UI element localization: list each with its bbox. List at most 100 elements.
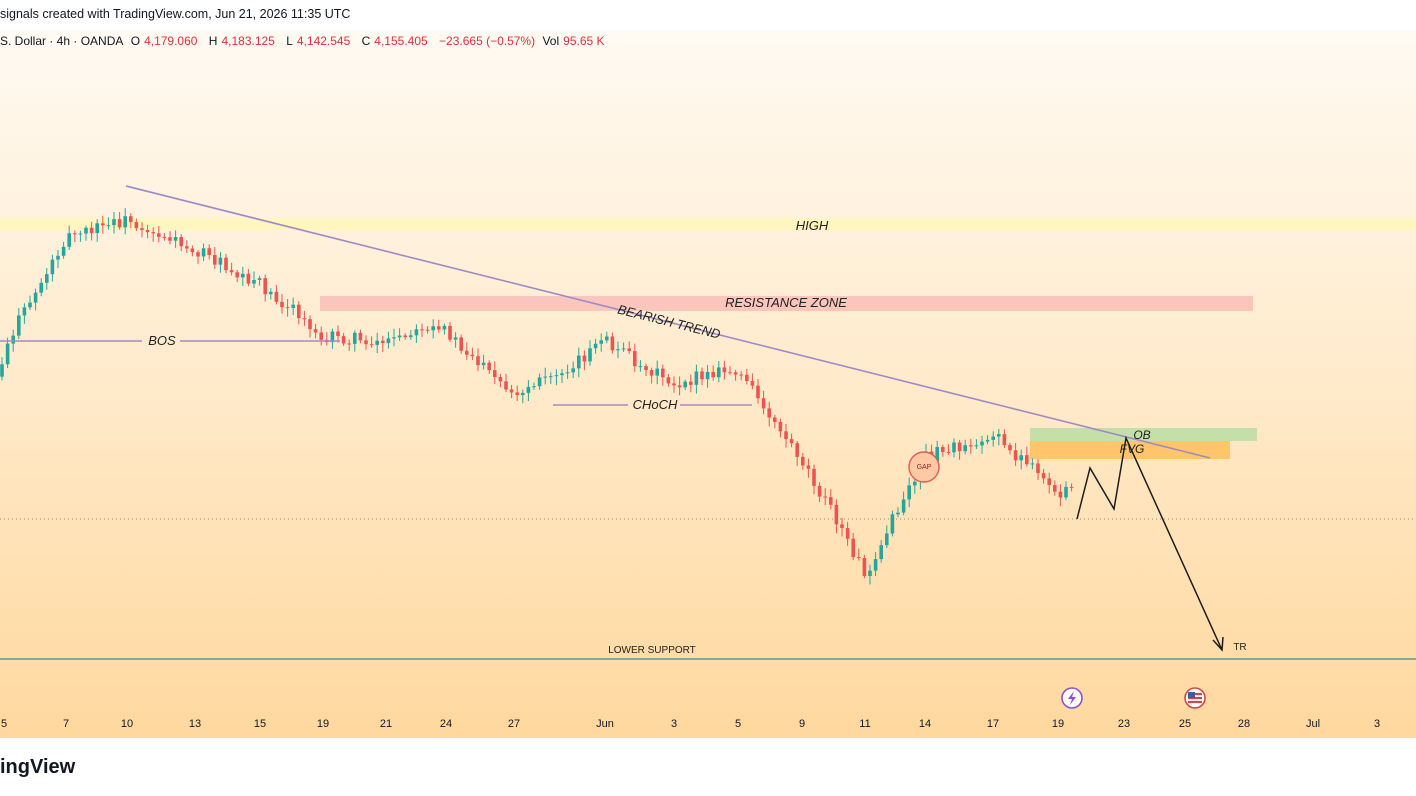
candle-body <box>784 431 788 440</box>
candle-body <box>666 377 671 384</box>
candle-body <box>235 272 239 278</box>
candle-body <box>302 318 307 320</box>
candle-body <box>509 389 514 393</box>
candle-body <box>1019 455 1023 461</box>
close-value: 4,155.405 <box>374 34 428 48</box>
us-flag-icon[interactable] <box>1184 687 1206 709</box>
candle-body <box>409 335 413 338</box>
candle-body <box>941 447 945 452</box>
candle-body <box>297 304 301 319</box>
candle-body <box>375 340 379 345</box>
candle-body <box>711 371 715 378</box>
candle-body <box>868 570 872 577</box>
candle-body <box>806 465 811 469</box>
candle-body <box>425 329 430 331</box>
ob-label: OB <box>1133 428 1150 442</box>
candle-body <box>476 356 480 366</box>
candle-body <box>112 219 116 226</box>
candle-body <box>817 485 822 497</box>
candle-body <box>151 232 155 234</box>
candle-body <box>549 376 553 378</box>
x-tick-label: 13 <box>189 718 201 730</box>
candle-body <box>532 386 536 388</box>
bearish-trendline <box>125 185 1211 459</box>
candle-body <box>207 248 211 255</box>
x-tick-label: 5 <box>1 718 7 730</box>
candle-body <box>5 343 10 365</box>
chart-area[interactable]: S. Dollar · 4h · OANDA O 4,179.060 H 4,183… <box>0 30 1416 738</box>
resistance-label: RESISTANCE ZONE <box>725 295 847 310</box>
x-tick-label: 24 <box>440 718 452 730</box>
candle-body <box>633 350 637 367</box>
candle-body <box>414 329 419 336</box>
candle-body <box>246 273 251 284</box>
candle-body <box>621 348 626 350</box>
candle-body <box>840 524 844 529</box>
candle-body <box>134 222 139 229</box>
x-tick-label: 14 <box>919 718 931 730</box>
candle-body <box>252 279 256 284</box>
lightning-icon[interactable] <box>1061 687 1083 709</box>
footer-bar: ingView <box>0 738 1416 796</box>
candle-body <box>319 332 323 340</box>
candle-body <box>689 381 693 385</box>
candle-body <box>229 270 234 273</box>
candle-body <box>1053 485 1057 492</box>
x-tick-label: 7 <box>63 718 69 730</box>
candle-body <box>1013 450 1018 461</box>
candle-body <box>739 374 743 376</box>
x-tick-label: 9 <box>799 718 805 730</box>
candle-body <box>39 282 43 293</box>
candle-body <box>857 556 861 558</box>
gap-label: GAP <box>917 464 932 471</box>
candle-body <box>263 278 267 295</box>
candle-body <box>308 319 312 330</box>
candle-body <box>515 392 519 396</box>
ob-zone <box>1030 428 1257 441</box>
candle-body <box>952 442 956 453</box>
candle-body <box>448 325 452 340</box>
candle-body <box>459 337 463 351</box>
candle-body <box>453 337 458 340</box>
candle-body <box>672 383 676 386</box>
candle-body <box>588 348 592 362</box>
candle-body <box>823 496 827 498</box>
candle-body <box>1036 463 1040 474</box>
candle-body <box>890 514 895 534</box>
candle-body <box>733 372 738 375</box>
gap-marker <box>908 451 940 483</box>
candle-body <box>185 246 189 249</box>
candle-body <box>879 545 883 560</box>
candle-body <box>11 335 15 344</box>
x-tick-label: 11 <box>859 718 870 730</box>
candle-body <box>694 371 699 385</box>
candle-body <box>767 408 771 418</box>
candle-body <box>834 504 839 525</box>
candle-body <box>33 292 38 303</box>
candle-body <box>1002 434 1007 446</box>
candle-body <box>84 227 88 234</box>
tr-label: TR <box>1233 642 1246 653</box>
candle-body <box>280 301 284 308</box>
candle-body <box>991 436 995 440</box>
candle-body <box>1047 478 1051 486</box>
candle-body <box>397 335 402 338</box>
resistance-zone <box>320 296 1253 311</box>
price-chart[interactable]: HIGH RESISTANCE ZONE BEARISH TREND BOS C… <box>0 30 1416 738</box>
candle-body <box>95 223 99 234</box>
candle-body <box>761 398 766 409</box>
candle-body <box>73 233 77 235</box>
candle-body <box>644 366 648 370</box>
candle-body <box>1008 445 1012 451</box>
candle-body <box>554 375 559 377</box>
candle-body <box>67 233 71 247</box>
candle-body <box>291 304 295 308</box>
candle-body <box>106 225 111 227</box>
high-value: 4,183.125 <box>221 34 275 48</box>
candle-body <box>341 336 346 344</box>
x-tick-label: 27 <box>508 718 520 730</box>
snapshot-caption: signals created with TradingView.com, Ju… <box>0 7 351 21</box>
fvg-label: FVG <box>1120 442 1145 456</box>
candle-body <box>661 368 665 378</box>
candle-body <box>605 336 609 341</box>
